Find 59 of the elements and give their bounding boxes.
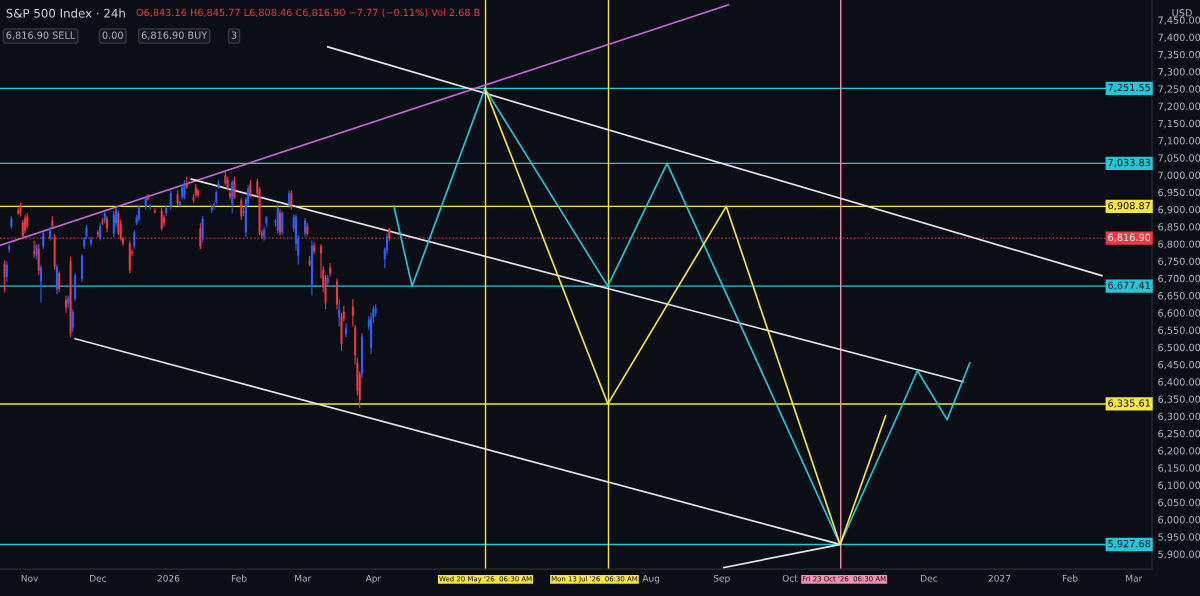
y-tick-label: 6,850.00 [1158, 223, 1200, 232]
y-tick-label: 6,150.00 [1158, 464, 1200, 473]
y-tick-label: 7,250.00 [1158, 85, 1200, 94]
y-tick-label: 7,200.00 [1158, 102, 1200, 111]
y-tick-label: 7,400.00 [1158, 33, 1200, 43]
y-tick-label: 7,050.00 [1158, 154, 1200, 163]
y-tick-label: 6,950.00 [1158, 188, 1200, 198]
y-tick-label: 6,000.00 [1158, 516, 1200, 525]
x-tick-label: Aug [642, 575, 660, 584]
y-tick-label: 6,050.00 [1158, 498, 1200, 508]
y-tick-label: 6,300.00 [1158, 412, 1200, 422]
annotation: 6,816.90 BUY [141, 31, 208, 40]
ref-line-label: 5,927.68 [1108, 539, 1151, 549]
annotation: O6,843.16 H6,845.77 L6,808.46 C6,816.90 −7.77 (−0.11%) Vol 2.68 B [136, 8, 480, 18]
y-tick-label: 7,000.00 [1158, 171, 1200, 180]
y-tick-label: 6,100.00 [1158, 481, 1200, 490]
ref-line-label: 7,251.55 [1108, 83, 1150, 93]
x-tick-label: Feb [231, 574, 247, 582]
x-tick-label: Mar [1126, 575, 1143, 582]
y-tick-label: 6,900.00 [1158, 205, 1200, 215]
y-tick-label: 6,600.00 [1158, 309, 1200, 318]
y-axis-title: USD [1172, 9, 1192, 17]
x-tick-label: 2027 [988, 574, 1011, 582]
ref-line-label: 6,908.87 [1108, 201, 1151, 211]
y-tick-label: 5,900.00 [1158, 550, 1200, 559]
ref-line-label: 6,335.61 [1108, 399, 1150, 408]
x-tick-label: Nov [21, 575, 39, 582]
x-tick-label: Dec [921, 575, 938, 582]
x-tick-label: Apr [365, 575, 382, 584]
annotation: 3 [231, 31, 237, 39]
y-tick-label: 6,550.00 [1158, 326, 1200, 335]
y-tick-label: 6,800.00 [1158, 240, 1200, 249]
y-tick-label: 7,300.00 [1158, 68, 1200, 77]
x-tick-label: Dec [90, 575, 107, 582]
annotation: 6,816.90 SELL [6, 31, 76, 40]
text: S&P 500 Index · 24h [6, 8, 125, 18]
y-tick-label: 6,700.00 [1158, 274, 1200, 284]
y-tick-label: 6,650.00 [1158, 292, 1200, 301]
x-tick-label: Oct [782, 574, 798, 582]
y-tick-label: 6,500.00 [1158, 343, 1200, 353]
ref-line-label: 6,816.90 [1108, 233, 1151, 242]
x-tick-label: Sep [713, 574, 730, 584]
y-tick-label: 6,250.00 [1158, 429, 1200, 439]
y-tick-label: 7,450.00 [1158, 16, 1200, 25]
y-tick-label: 7,350.00 [1158, 50, 1200, 60]
y-tick-label: 6,200.00 [1158, 447, 1200, 456]
y-tick-label: 6,750.00 [1158, 257, 1200, 266]
x-tick-label: 2026 [157, 574, 180, 582]
ref-line-label: 7,033.83 [1108, 158, 1151, 168]
x-tick-label: Mar [295, 575, 312, 582]
y-tick-label: 6,450.00 [1158, 361, 1200, 370]
y-tick-label: 5,950.00 [1158, 533, 1200, 542]
ref-line-label: 6,677.41 [1108, 281, 1150, 290]
y-tick-label: 7,100.00 [1158, 137, 1200, 146]
y-tick-label: 6,400.00 [1158, 378, 1200, 387]
y-tick-label: 6,350.00 [1158, 395, 1200, 404]
annotation: 0.00 [102, 31, 123, 39]
y-tick-label: 7,150.00 [1158, 119, 1200, 129]
x-tick-label: Feb [1062, 574, 1078, 582]
